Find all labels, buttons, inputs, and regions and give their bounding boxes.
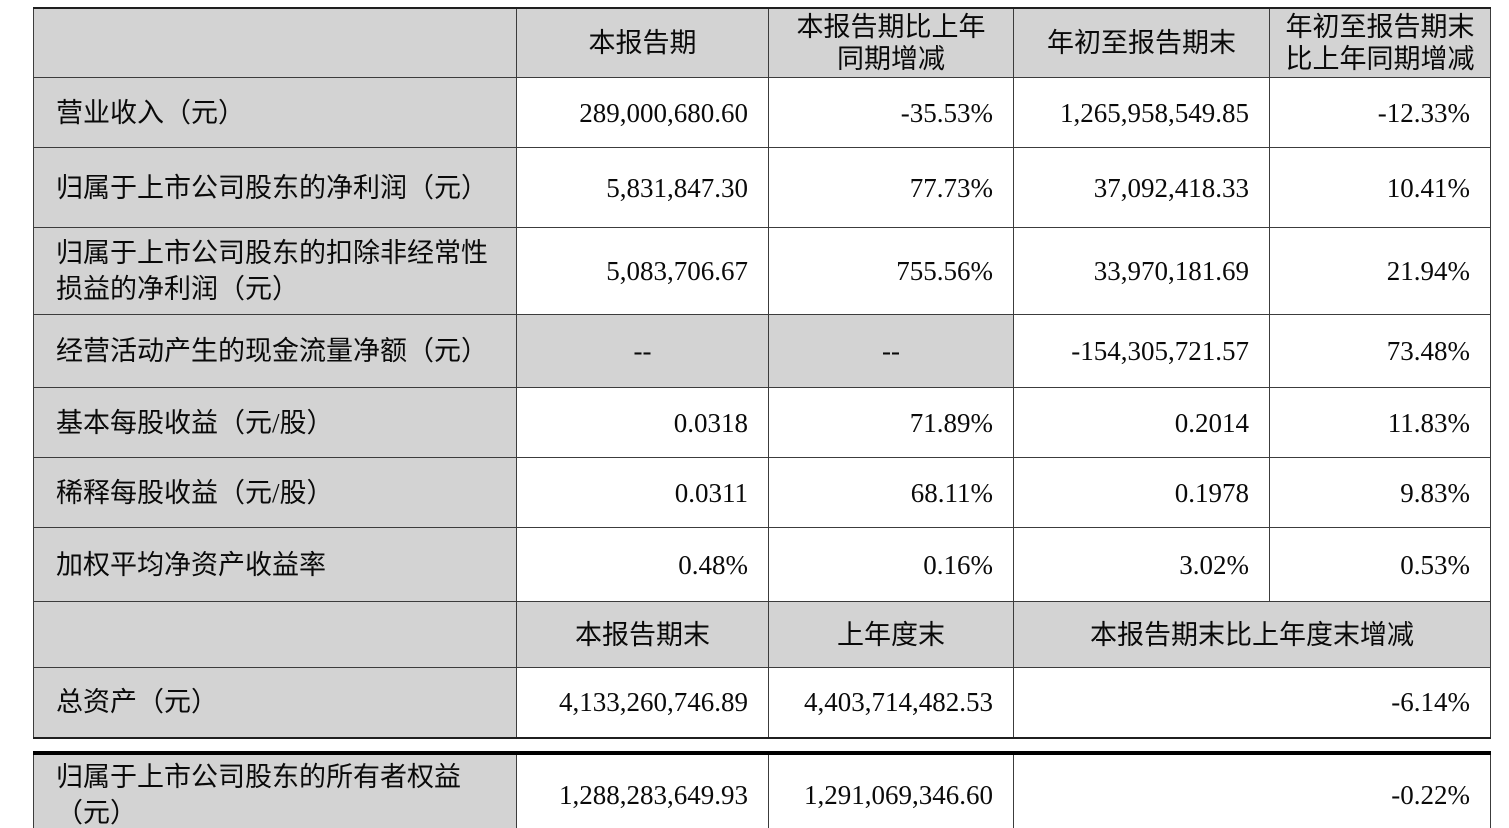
cell-value: -12.33% — [1269, 77, 1491, 148]
header-cell-yoy-change: 本报告期比上年 同期增减 — [768, 7, 1014, 78]
cell-value: 0.16% — [768, 527, 1014, 602]
cell-value: 71.89% — [768, 387, 1014, 458]
cell-value: 5,083,706.67 — [516, 227, 769, 315]
header-cell-blank — [33, 601, 517, 668]
report-page: 本报告期 本报告期比上年 同期增减 年初至报告期末 年初至报告期末 比上年同期增… — [0, 7, 1509, 828]
financial-summary-table-continued: 归属于上市公司股东的所有者权益 （元） 1,288,283,649.93 1,2… — [33, 750, 1492, 828]
table-row-revenue: 营业收入（元） 289,000,680.60 -35.53% 1,265,958… — [33, 77, 1491, 148]
cell-value: 10.41% — [1269, 147, 1491, 228]
cell-value: 77.73% — [768, 147, 1014, 228]
cell-value: 5,831,847.30 — [516, 147, 769, 228]
table-row-diluted-eps: 稀释每股收益（元/股） 0.0311 68.11% 0.1978 9.83% — [33, 457, 1491, 528]
cell-value: 0.48% — [516, 527, 769, 602]
cell-value: 755.56% — [768, 227, 1014, 315]
cell-value: 73.48% — [1269, 314, 1491, 388]
cell-value: 4,133,260,746.89 — [516, 667, 769, 738]
table-row-basic-eps: 基本每股收益（元/股） 0.0318 71.89% 0.2014 11.83% — [33, 387, 1491, 458]
row-label: 基本每股收益（元/股） — [33, 387, 517, 458]
cell-value: 4,403,714,482.53 — [768, 667, 1014, 738]
cell-value: 1,291,069,346.60 — [768, 752, 1014, 828]
table-row-total-assets: 总资产（元） 4,133,260,746.89 4,403,714,482.53… — [33, 667, 1491, 738]
header-cell-current-period: 本报告期 — [516, 7, 769, 78]
table-row-weighted-avg-roe: 加权平均净资产收益率 0.48% 0.16% 3.02% 0.53% — [33, 527, 1491, 602]
financial-summary-table: 本报告期 本报告期比上年 同期增减 年初至报告期末 年初至报告期末 比上年同期增… — [33, 7, 1491, 739]
cell-value: -0.22% — [1012, 752, 1492, 828]
row-label: 总资产（元） — [33, 667, 517, 738]
row-label: 归属于上市公司股东的扣除非经常性 损益的净利润（元） — [33, 227, 517, 315]
header-cell-ytd-yoy-change: 年初至报告期末 比上年同期增减 — [1269, 7, 1491, 78]
cell-value: 21.94% — [1269, 227, 1491, 315]
header-cell-end-of-period: 本报告期末 — [516, 601, 769, 668]
cell-value: 0.0311 — [516, 457, 769, 528]
header-cell-change-vs-prior-year-end: 本报告期末比上年度末增减 — [1013, 601, 1491, 668]
cell-value: 0.2014 — [1013, 387, 1270, 458]
cell-value: -6.14% — [1013, 667, 1491, 738]
cell-not-applicable: -- — [516, 314, 769, 388]
row-label: 归属于上市公司股东的净利润（元） — [33, 147, 517, 228]
row-label: 稀释每股收益（元/股） — [33, 457, 517, 528]
header-cell-blank — [33, 7, 517, 78]
row-label: 营业收入（元） — [33, 77, 517, 148]
row-label: 经营活动产生的现金流量净额（元） — [33, 314, 517, 388]
header-cell-end-of-prior-year: 上年度末 — [768, 601, 1014, 668]
table-row-equity-attributable-to-shareholders: 归属于上市公司股东的所有者权益 （元） 1,288,283,649.93 1,2… — [33, 752, 1492, 828]
cell-value: 11.83% — [1269, 387, 1491, 458]
cell-value: 37,092,418.33 — [1013, 147, 1270, 228]
header-row-end-of-period: 本报告期末 上年度末 本报告期末比上年度末增减 — [33, 601, 1491, 668]
row-label: 加权平均净资产收益率 — [33, 527, 517, 602]
cell-value: -154,305,721.57 — [1013, 314, 1270, 388]
cell-value: -35.53% — [768, 77, 1014, 148]
cell-value: 0.0318 — [516, 387, 769, 458]
cell-value: 1,265,958,549.85 — [1013, 77, 1270, 148]
row-label: 归属于上市公司股东的所有者权益 （元） — [33, 752, 517, 828]
cell-value: 68.11% — [768, 457, 1014, 528]
cell-value: 0.1978 — [1013, 457, 1270, 528]
cell-value: 1,288,283,649.93 — [516, 752, 769, 828]
table-row-net-profit: 归属于上市公司股东的净利润（元） 5,831,847.30 77.73% 37,… — [33, 147, 1491, 228]
cell-not-applicable: -- — [768, 314, 1014, 388]
cell-value: 0.53% — [1269, 527, 1491, 602]
cell-value: 3.02% — [1013, 527, 1270, 602]
header-row-period: 本报告期 本报告期比上年 同期增减 年初至报告期末 年初至报告期末 比上年同期增… — [33, 7, 1491, 78]
cell-value: 33,970,181.69 — [1013, 227, 1270, 315]
cell-value: 9.83% — [1269, 457, 1491, 528]
cell-value: 289,000,680.60 — [516, 77, 769, 148]
header-cell-ytd: 年初至报告期末 — [1013, 7, 1270, 78]
page-break-gap — [0, 739, 1509, 751]
table-row-operating-cash-flow: 经营活动产生的现金流量净额（元） -- -- -154,305,721.57 7… — [33, 314, 1491, 388]
table-row-net-profit-excl-nonrecurring: 归属于上市公司股东的扣除非经常性 损益的净利润（元） 5,083,706.67 … — [33, 227, 1491, 315]
